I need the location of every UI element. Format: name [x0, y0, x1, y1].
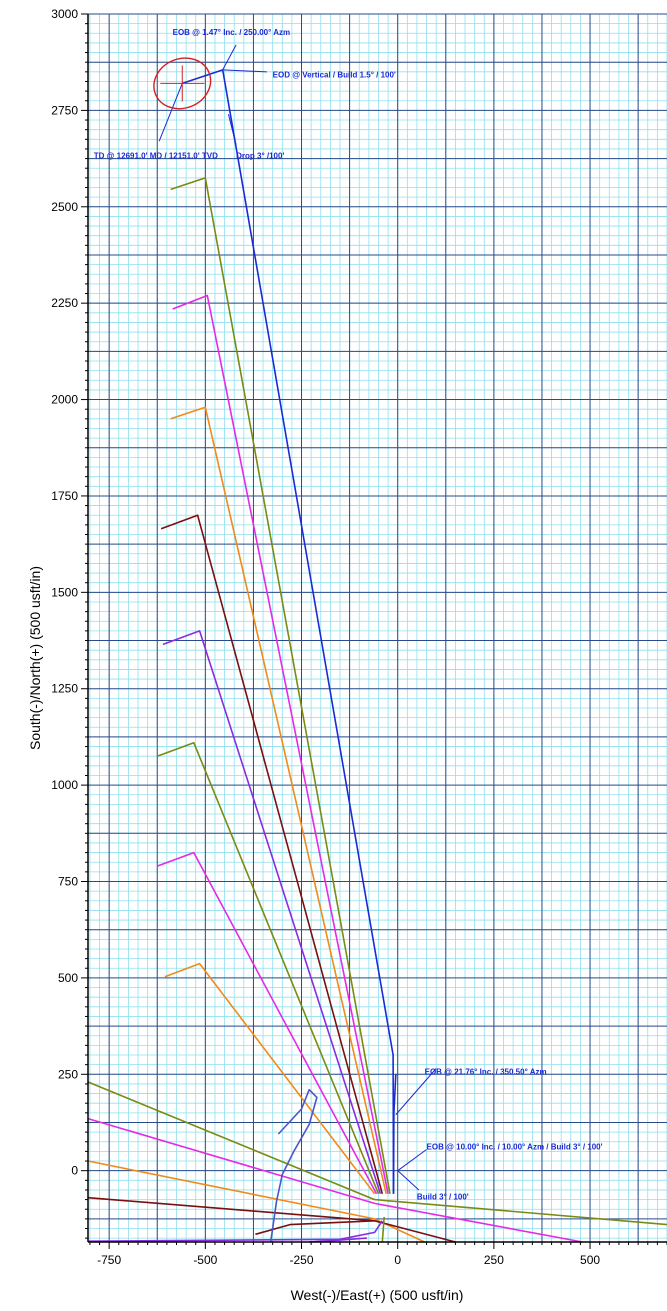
- x-tick-label: 0: [394, 1253, 401, 1267]
- y-tick-label: 2000: [51, 393, 78, 407]
- y-tick-label: 3000: [51, 7, 78, 21]
- annotation-label: EOD @ Vertical / Build 1.5° / 100': [273, 71, 396, 80]
- y-axis-label: South(-)/North(+) (500 usft/in): [27, 566, 43, 750]
- annotation-label: EOB @ 10.00° Inc. / 10.00° Azm / Build 3…: [427, 1142, 603, 1151]
- y-tick-label: 500: [58, 971, 78, 985]
- y-tick-label: 750: [58, 875, 78, 889]
- target-ellipse: [153, 57, 212, 110]
- series-line-10: [164, 962, 376, 1195]
- series-line-11: [87, 1081, 667, 1226]
- annotation-label: Drop 3° /100': [236, 152, 284, 161]
- annotation-leaders: [158, 44, 437, 1191]
- series-line-8: [156, 741, 380, 1195]
- leader-line: [222, 69, 267, 73]
- y-tick-label: 1000: [51, 778, 78, 792]
- x-tick-label: 250: [484, 1253, 504, 1267]
- leader-line: [395, 1068, 437, 1116]
- leader-line: [227, 114, 237, 146]
- y-tick-label: 250: [58, 1067, 78, 1081]
- target-ellipse: [153, 57, 212, 110]
- y-tick-labels: 0 250 500 750 1000 1250 1500 1750 2000 2250 2500 27…: [51, 7, 78, 1178]
- series-line-12: [87, 1117, 583, 1243]
- series-line-6: [160, 514, 384, 1195]
- y-tick-label: 1500: [51, 585, 78, 599]
- leader-line: [158, 83, 183, 142]
- x-tick-label: -500: [193, 1253, 217, 1267]
- x-tick-label: 500: [580, 1253, 600, 1267]
- series-group: [87, 69, 667, 1243]
- minor-grid: [88, 13, 667, 1242]
- annotation-label: TD @ 12691.0' MD / 12151.0' TVD: [94, 152, 218, 161]
- x-tick-label: -750: [97, 1253, 121, 1267]
- leader-line: [397, 1170, 420, 1191]
- leader-line: [222, 44, 237, 71]
- series-line-18: [269, 1088, 318, 1243]
- series-line-4: [172, 294, 389, 1194]
- series-line-13: [87, 1160, 425, 1243]
- x-tick-labels: -750 -500 -250 0 250 500: [97, 1253, 600, 1267]
- y-tick-label: 1750: [51, 489, 78, 503]
- y-tick-label: 2500: [51, 200, 78, 214]
- series-line-16: [87, 1220, 383, 1242]
- annotation-label: EOB @ 21.76° Inc. / 350.50° Azm: [425, 1067, 547, 1076]
- x-tick-label: -250: [290, 1253, 314, 1267]
- plot-frame: [81, 13, 667, 1249]
- annotations: EOB @ 1.47° Inc. / 250.00° Azm EOD @ Vert…: [94, 28, 603, 1201]
- annotation-label: EOB @ 1.47° Inc. / 250.00° Azm: [173, 28, 291, 37]
- series-line-5: [170, 406, 387, 1194]
- series-line-17: [381, 1216, 385, 1243]
- series-line-15: [255, 1220, 375, 1236]
- y-tick-label: 1250: [51, 682, 78, 696]
- series-line-2: [392, 1074, 397, 1194]
- series-line-9: [156, 851, 378, 1195]
- x-axis-label: West(-)/East(+) (500 usft/in): [291, 1287, 464, 1303]
- series-line-3: [170, 177, 391, 1194]
- y-tick-label: 2750: [51, 103, 78, 117]
- major-grid: [88, 13, 667, 1242]
- y-tick-label: 0: [71, 1164, 78, 1178]
- series-line-7: [162, 630, 382, 1195]
- y-tick-label: 2250: [51, 296, 78, 310]
- annotation-label: Build 3° / 100': [417, 1193, 469, 1202]
- leader-line: [397, 1149, 427, 1172]
